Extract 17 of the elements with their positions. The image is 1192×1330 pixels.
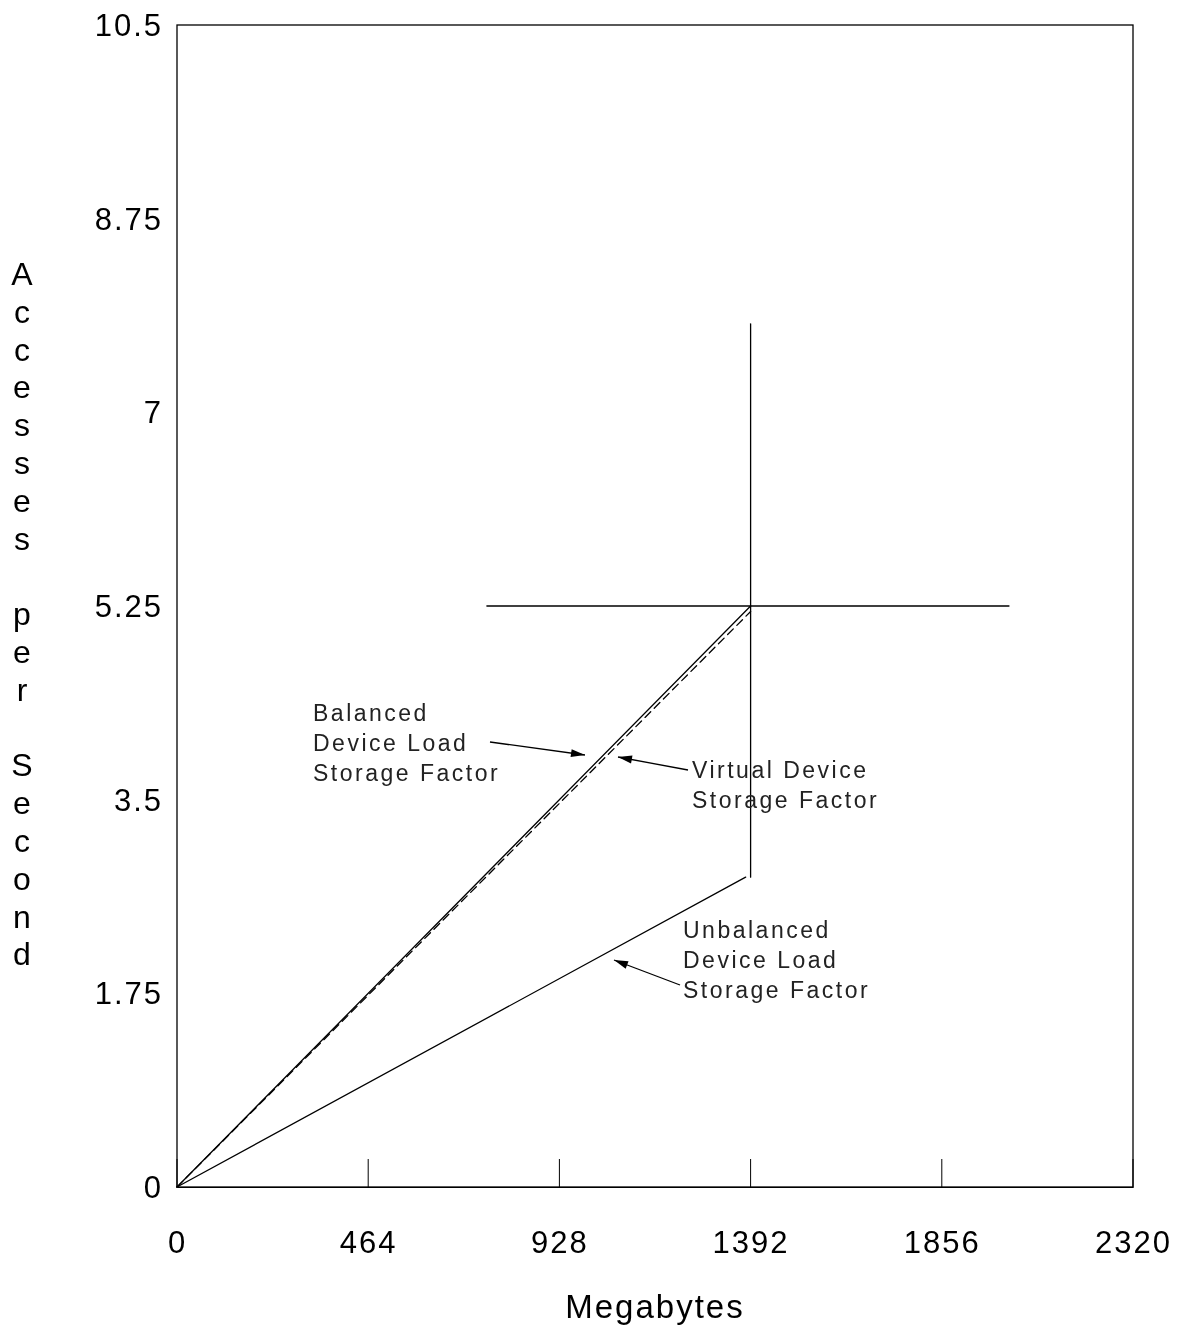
x-tick-label: 1392 — [712, 1225, 790, 1261]
x-tick-label: 2320 — [1095, 1225, 1172, 1261]
y-tick-label: 1.75 — [94, 976, 163, 1012]
y-tick-label: 8.75 — [94, 201, 163, 237]
y-tick-label: 3.5 — [113, 782, 163, 818]
annotation: Balanced Device Load Storage Factor — [313, 700, 501, 786]
annotation: Unbalanced Device Load Storage Factor — [683, 917, 871, 1003]
y-tick-label: 5.25 — [94, 589, 163, 624]
x-tick-label: 464 — [339, 1225, 398, 1261]
y-tick-label: 0 — [143, 1170, 163, 1205]
text: Accesses per Second — [11, 256, 33, 973]
y-tick-label: 7 — [143, 395, 163, 431]
x-axis-title: Megabytes — [565, 1288, 745, 1325]
x-tick-label: 928 — [531, 1225, 589, 1261]
x-tick-label: 0 — [167, 1225, 188, 1261]
y-tick-label: 10.5 — [94, 8, 163, 43]
x-tick-label: 1856 — [903, 1225, 981, 1261]
